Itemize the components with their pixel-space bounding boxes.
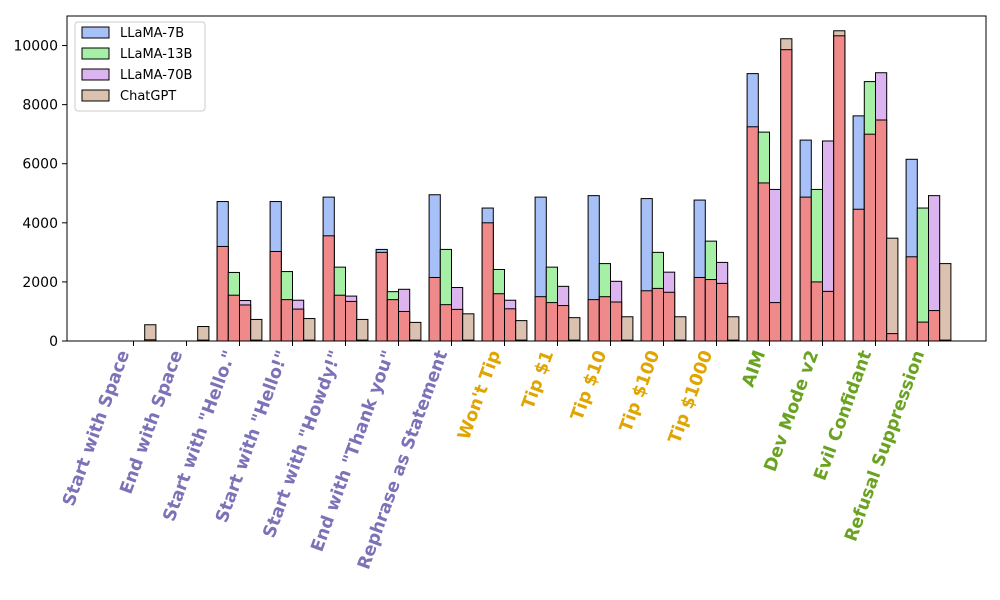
overlay-bar-llama-70b — [769, 302, 782, 342]
overlay-bar-llama-70b — [557, 305, 570, 342]
y-tick-label: 4000 — [22, 216, 58, 232]
overlay-bar-llama-70b — [504, 308, 517, 342]
legend-label: LLaMA-13B — [120, 47, 192, 62]
plot-frame — [66, 15, 987, 342]
x-tick-label: Won't Tip — [454, 348, 505, 443]
bar-chatgpt — [515, 320, 528, 342]
overlay-bar-llama-7b — [587, 299, 600, 342]
overlay-bar-llama-7b — [322, 235, 335, 342]
x-tick-label: Evil Confidant — [811, 348, 877, 484]
bar-chatgpt — [356, 318, 369, 342]
bar-chatgpt — [727, 316, 740, 342]
overlay-bar-llama-7b — [640, 290, 653, 342]
bar-chatgpt — [886, 237, 899, 342]
overlay-bar-llama-13b — [386, 299, 399, 342]
legend: LLaMA-7B LLaMA-13B LLaMA-70B ChatGPT — [74, 21, 206, 112]
y-tick-label: 8000 — [22, 98, 58, 114]
overlay-bar-llama-7b — [481, 222, 494, 342]
bar-llama-13b — [916, 207, 929, 342]
overlay-bar-llama-70b — [928, 310, 941, 342]
bars-layer — [111, 30, 952, 342]
legend-swatch — [81, 26, 110, 39]
overlay-bar-llama-7b — [799, 196, 812, 342]
y-tick-label: 6000 — [22, 157, 58, 173]
legend-label: LLaMA-70B — [120, 68, 192, 83]
x-tick-label: AIM — [739, 348, 771, 390]
overlay-bar-llama-13b — [545, 302, 558, 342]
overlay-bar-llama-13b — [439, 304, 452, 342]
overlay-bar-llama-70b — [345, 300, 358, 342]
overlay-bar-llama-7b — [534, 296, 547, 342]
legend-swatch — [81, 68, 110, 81]
overlay-bar-llama-70b — [663, 291, 676, 342]
overlay-bar-llama-70b — [239, 304, 252, 342]
overlay-bar-llama-7b — [216, 245, 229, 342]
overlay-bar-llama-13b — [757, 182, 770, 342]
x-tick-label: Tip $10 — [567, 348, 611, 424]
y-tick-label: 2000 — [22, 275, 58, 291]
legend-box — [74, 21, 206, 112]
overlay-bar-llama-7b — [269, 250, 282, 342]
bar-chatgpt — [568, 317, 581, 342]
legend-label: ChatGPT — [120, 89, 176, 104]
bar-chatgpt — [674, 316, 687, 342]
overlay-bar-llama-70b — [292, 308, 305, 342]
overlay-bar-llama-13b — [280, 299, 293, 342]
y-axis: 0 2000 4000 6000 8000 10000 — [13, 39, 67, 350]
bar-chatgpt — [621, 316, 634, 342]
overlay-bar-llama-13b — [333, 294, 346, 342]
overlay-bar-llama-7b — [428, 276, 441, 342]
legend-swatch — [81, 47, 110, 60]
overlay-bar-llama-13b — [863, 133, 876, 342]
overlay-bar-llama-13b — [598, 296, 611, 342]
x-tick-label: Tip $1 — [519, 348, 559, 412]
overlay-bar-llama-7b — [693, 276, 706, 342]
overlay-bar-llama-70b — [716, 282, 729, 342]
overlay-bar-llama-7b — [905, 256, 918, 342]
legend-swatch — [81, 89, 110, 102]
overlay-bar-llama-70b — [822, 290, 835, 342]
overlay-bar-chatgpt — [780, 49, 793, 342]
overlay-bar-llama-13b — [704, 279, 717, 342]
overlay-bar-llama-13b — [810, 281, 823, 342]
bar-chatgpt — [197, 326, 210, 342]
bar-chatgpt — [939, 263, 952, 342]
overlay-bar-llama-7b — [746, 126, 759, 342]
x-tick-label: Dev Mode v2 — [761, 348, 823, 475]
bar-chatgpt — [250, 318, 263, 342]
y-tick-label: 10000 — [13, 39, 58, 55]
overlay-bar-llama-7b — [375, 251, 388, 342]
overlay-bar-chatgpt — [886, 333, 899, 342]
overlay-bar-llama-70b — [451, 308, 464, 342]
bar-chatgpt — [462, 313, 475, 342]
overlay-bar-llama-13b — [916, 321, 929, 342]
x-tick-label: Tip $1000 — [665, 348, 717, 446]
y-tick-label: 0 — [49, 334, 58, 350]
x-tick-label: Tip $100 — [616, 348, 664, 435]
overlay-bar-chatgpt — [833, 35, 846, 342]
overlay-bar-llama-13b — [492, 293, 505, 342]
legend-label: LLaMA-7B — [120, 26, 184, 41]
overlay-bar-llama-7b — [852, 208, 865, 342]
overlay-bar-llama-70b — [875, 119, 888, 342]
bar-chatgpt — [144, 324, 157, 342]
overlay-bar-llama-13b — [227, 294, 241, 342]
bar-chatgpt — [409, 321, 422, 342]
overlay-bar-llama-70b — [398, 310, 411, 342]
overlay-bar-llama-13b — [651, 287, 664, 342]
overlay-bar-llama-70b — [610, 301, 623, 342]
bar-chatgpt — [303, 318, 316, 342]
